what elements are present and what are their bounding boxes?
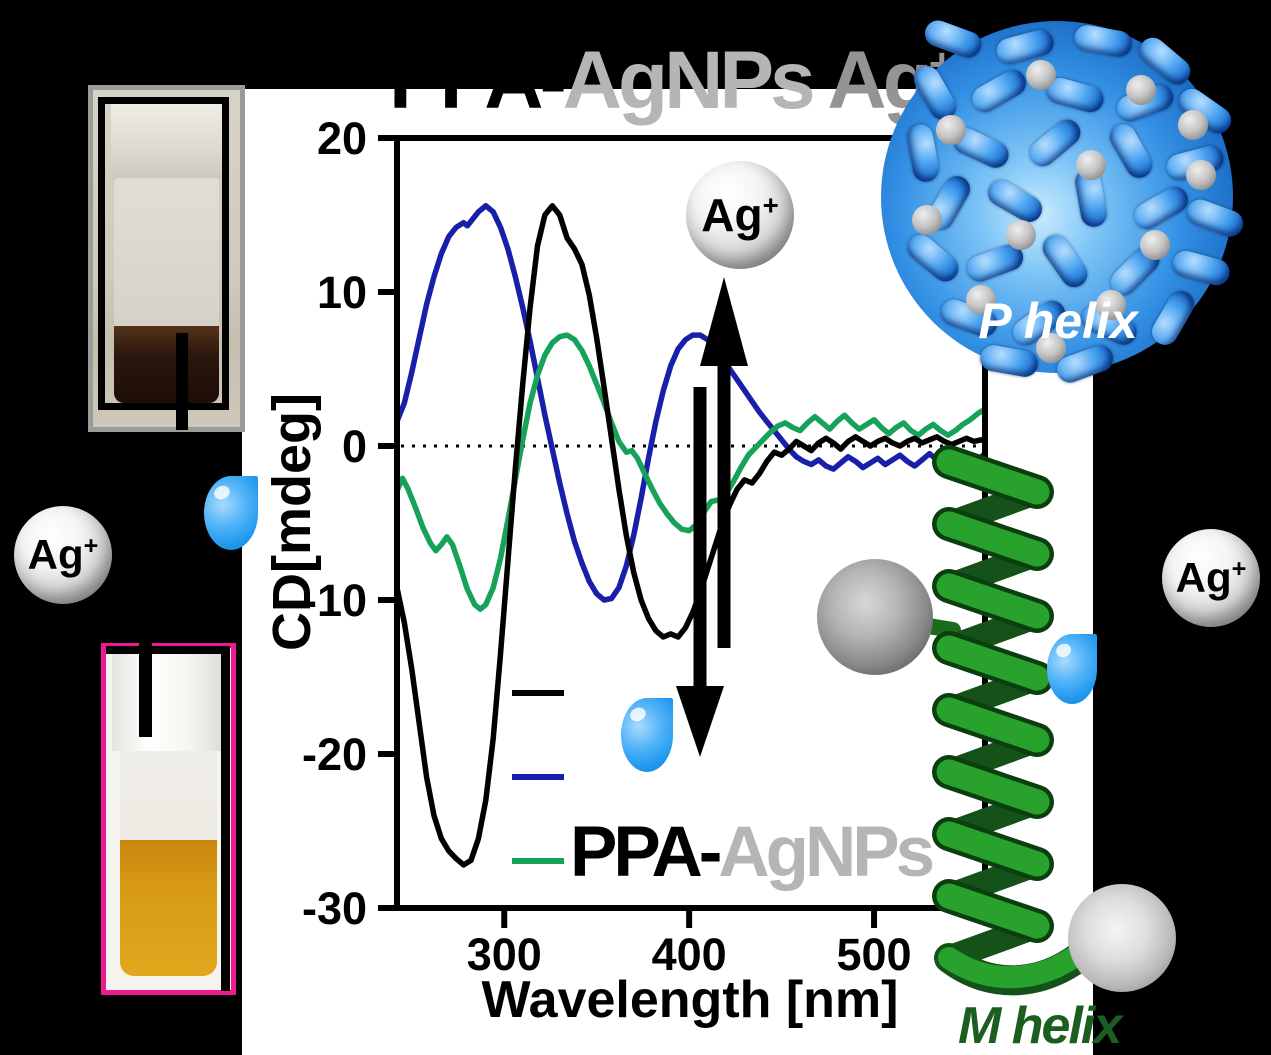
nanoparticle-gray-dot — [1076, 150, 1106, 180]
silver-ion-label: Ag+ — [701, 188, 778, 242]
silver-ion-sphere-left: Ag+ — [14, 506, 112, 604]
silver-ion-sphere-middle: Ag+ — [686, 161, 794, 269]
p-helix-label: P helix — [938, 292, 1178, 350]
nanoparticle-gray-dot — [1126, 75, 1156, 105]
helix-front-strand — [949, 524, 1037, 554]
nanoparticle-gray-dot — [1006, 220, 1036, 250]
m-helix-label: M helix — [958, 996, 1120, 1055]
helix-front-strand — [949, 462, 1037, 492]
helix-front-strand — [949, 586, 1037, 616]
water-droplet-icon — [1047, 634, 1097, 704]
helix-front-strand — [949, 710, 1037, 740]
nanoparticle-gray-dot — [1140, 230, 1170, 260]
gray-nanoparticle-sphere-bottom — [1068, 884, 1176, 992]
helix-front-strand — [949, 772, 1037, 802]
nanoparticle-gray-dot — [1026, 60, 1056, 90]
figure-canvas: 20100-10-20-30300400500 PPA-AgNPs Ag+ CD… — [0, 0, 1271, 1055]
nanoparticle-gray-dot — [936, 115, 966, 145]
helix-front-strand — [949, 896, 1037, 926]
silver-ion-sphere-right: Ag+ — [1162, 529, 1260, 627]
nanoparticle-gray-dot — [1178, 110, 1208, 140]
gray-nanoparticle-sphere-mid — [817, 559, 933, 675]
water-droplet-icon — [204, 476, 258, 550]
helix-front-strand — [949, 648, 1037, 678]
nanoparticle-gray-dot — [912, 205, 942, 235]
water-droplet-icon — [621, 698, 673, 772]
nanoparticle-gray-dot — [1186, 160, 1216, 190]
silver-ion-label: Ag+ — [28, 531, 99, 579]
silver-ion-label: Ag+ — [1176, 554, 1247, 602]
helix-front-strand — [949, 834, 1037, 864]
